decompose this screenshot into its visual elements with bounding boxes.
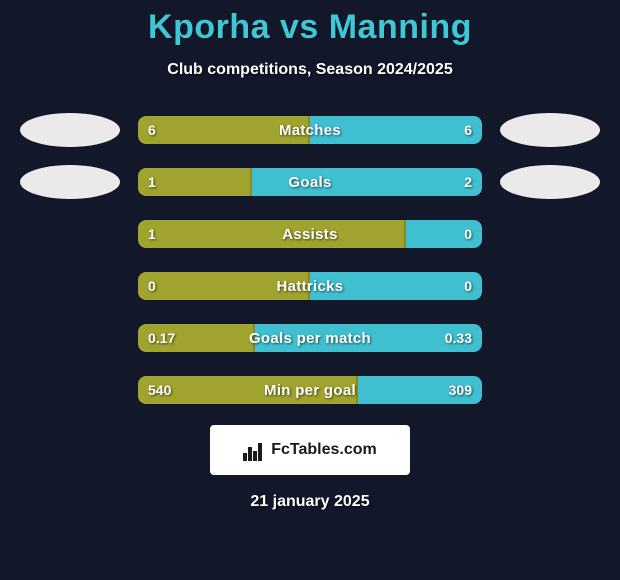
stat-value-right: 0: [454, 272, 482, 300]
stat-row: 6Matches6: [0, 113, 620, 147]
stat-label: Min per goal: [138, 376, 482, 404]
page-subtitle: Club competitions, Season 2024/2025: [0, 61, 620, 79]
comparison-widget: Kporha vs Manning Club competitions, Sea…: [0, 0, 620, 511]
stat-label: Goals per match: [138, 324, 482, 352]
stat-label: Matches: [138, 116, 482, 144]
stat-value-right: 309: [439, 376, 482, 404]
stat-bar: 0.17Goals per match0.33: [138, 324, 482, 352]
stat-value-right: 0.33: [435, 324, 482, 352]
player-marker-right: [500, 113, 600, 147]
stat-label: Assists: [138, 220, 482, 248]
stat-value-right: 0: [454, 220, 482, 248]
stat-bar: 1Goals2: [138, 168, 482, 196]
stat-label: Hattricks: [138, 272, 482, 300]
stat-row: 1Assists0: [0, 217, 620, 251]
player-marker-left: [20, 113, 120, 147]
stat-bar: 1Assists0: [138, 220, 482, 248]
stat-bar: 540Min per goal309: [138, 376, 482, 404]
stat-bar: 6Matches6: [138, 116, 482, 144]
stat-bar: 0Hattricks0: [138, 272, 482, 300]
stat-value-right: 6: [454, 116, 482, 144]
stat-rows: 6Matches61Goals21Assists00Hattricks00.17…: [0, 113, 620, 407]
logo-text: FcTables.com: [271, 441, 377, 459]
source-logo[interactable]: FcTables.com: [210, 425, 410, 475]
stat-row: 0Hattricks0: [0, 269, 620, 303]
stat-row: 540Min per goal309: [0, 373, 620, 407]
stat-value-right: 2: [454, 168, 482, 196]
player-marker-left: [20, 165, 120, 199]
footer-date: 21 january 2025: [0, 493, 620, 511]
bar-chart-icon: [243, 439, 265, 461]
stat-row: 1Goals2: [0, 165, 620, 199]
stat-label: Goals: [138, 168, 482, 196]
stat-row: 0.17Goals per match0.33: [0, 321, 620, 355]
player-marker-right: [500, 165, 600, 199]
page-title: Kporha vs Manning: [0, 8, 620, 47]
